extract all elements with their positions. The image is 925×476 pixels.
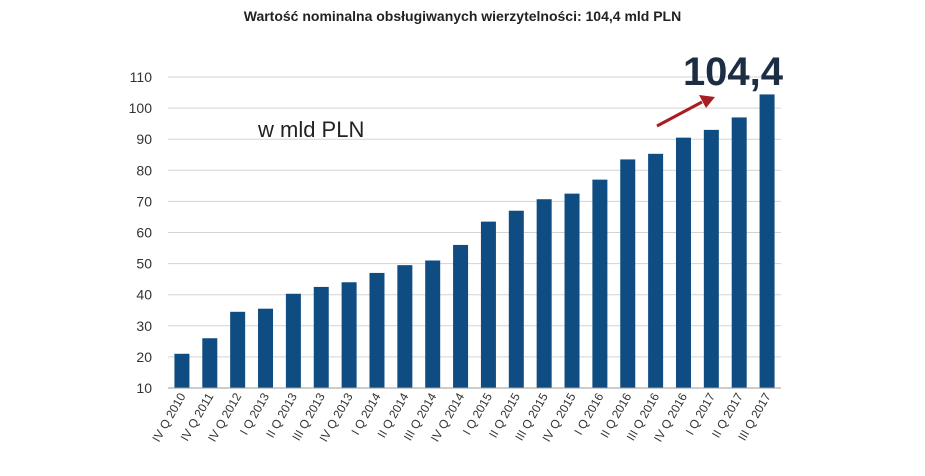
y-tick-label: 90	[136, 131, 152, 147]
bar	[453, 244, 469, 388]
bar	[480, 221, 496, 388]
bar	[648, 153, 664, 388]
bar	[703, 129, 719, 388]
bar	[174, 353, 190, 388]
y-tick-label: 40	[136, 287, 152, 303]
bar	[369, 272, 385, 388]
bar	[759, 94, 775, 388]
bar	[508, 210, 524, 388]
y-tick-label: 100	[129, 100, 153, 116]
unit-label: w mld PLN	[257, 117, 364, 142]
arrow-icon	[699, 95, 715, 108]
bar	[397, 265, 413, 388]
y-tick-label: 50	[136, 256, 152, 272]
bar	[536, 199, 552, 388]
chart-title: Wartość nominalna obsługiwanych wierzyte…	[243, 8, 682, 24]
y-tick-label: 20	[136, 349, 152, 365]
bar	[675, 137, 691, 388]
bar	[425, 260, 441, 388]
y-tick-label: 30	[136, 318, 152, 334]
arrow-shaft	[656, 100, 703, 128]
bar	[564, 193, 580, 388]
bar	[731, 117, 747, 389]
y-axis: 10 20 30 40 50 60 70 80 90 100 110	[129, 69, 153, 396]
y-tick-label: 10	[136, 380, 152, 396]
y-tick-label: 80	[136, 162, 152, 178]
bar	[202, 338, 218, 388]
bar	[592, 179, 608, 388]
bar	[285, 293, 301, 388]
bar	[258, 308, 274, 388]
bar	[341, 282, 357, 388]
bar	[230, 311, 246, 388]
y-tick-label: 70	[136, 193, 152, 209]
highlight-value-label: 104,4	[683, 50, 784, 94]
bars	[174, 94, 775, 389]
bar	[620, 159, 636, 388]
bar	[313, 286, 329, 388]
y-tick-label: 110	[130, 69, 153, 85]
y-tick-label: 60	[136, 225, 152, 241]
